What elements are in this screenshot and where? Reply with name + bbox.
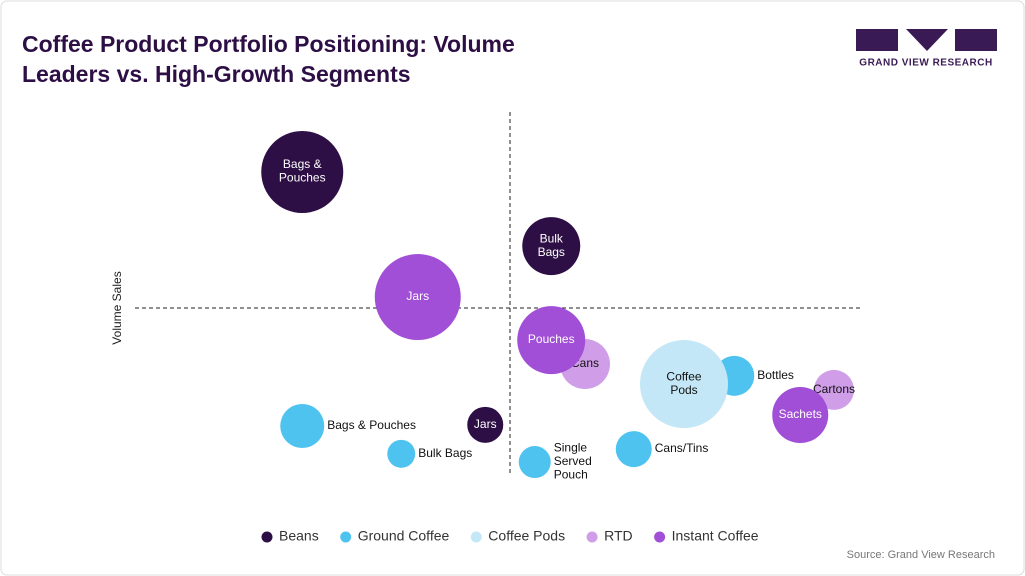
bubble (517, 306, 586, 375)
bubble (518, 446, 551, 479)
bubble-label-line: Pouches (279, 171, 326, 185)
legend-label: RTD (604, 528, 633, 544)
bubble-label: Pouches (528, 332, 575, 346)
bubble-label-line: Coffee (666, 369, 701, 383)
legend-label: Beans (279, 528, 319, 544)
legend-label: Instant Coffee (672, 528, 759, 544)
bubble-label: Bulk Bags (538, 231, 565, 259)
bubble-label-line: Bags & Pouches (327, 418, 416, 432)
bubble-label-line: Cans/Tins (655, 441, 709, 455)
legend-label: Coffee Pods (488, 528, 565, 544)
legend-marker (654, 531, 666, 543)
logo-mark (856, 29, 997, 51)
logo-text: GRAND VIEW RESEARCH (859, 58, 992, 69)
bubble (387, 439, 416, 468)
bubble (640, 340, 728, 429)
legend-marker (586, 531, 598, 543)
source: Source: Grand View Research (847, 549, 995, 561)
bubble-label: Jars (406, 289, 429, 303)
bubble (467, 406, 504, 443)
legend-marker (340, 531, 352, 543)
legend: Beans Ground Coffee Coffee Pods RTD Instant … (261, 528, 759, 544)
bubble-label: Bottles (757, 368, 794, 382)
bubble (615, 431, 652, 468)
bubble-label-line: Bags & (283, 157, 322, 171)
bubble (772, 387, 829, 444)
bubble-label-line: Sachets (779, 407, 822, 421)
bubble-label-line: Bulk Bags (418, 446, 472, 460)
bubble-label: Cans/Tins (655, 441, 709, 455)
bubble-label: Bags & Pouches (279, 157, 326, 185)
bubble-label-line: Cartons (813, 382, 855, 396)
legend-marker (470, 531, 482, 543)
bubble-label-line: Pouches (528, 332, 575, 346)
bubble (374, 254, 461, 341)
bubble-label-line: Pods (670, 383, 697, 397)
bubble-label: Bulk Bags (418, 446, 472, 460)
bubble-label-line: Pouch (554, 468, 588, 482)
bubble-label-line: Jars (474, 417, 497, 431)
bubble-label: Cartons (813, 382, 855, 396)
bubble-label-line: Served (554, 454, 592, 468)
bubble-label: Single Served Pouch (554, 441, 592, 482)
bubble-label: Coffee Pods (666, 369, 701, 397)
legend-label: Ground Coffee (358, 528, 450, 544)
bubble (814, 369, 854, 410)
bubble-label: Sachets (779, 407, 822, 421)
bubble-label-line: Jars (406, 289, 429, 303)
bubble (522, 217, 581, 276)
bubble-label-line: Bulk (540, 231, 564, 245)
bubble (280, 403, 325, 448)
y-axis-label: Volume Sales (110, 271, 124, 344)
bubble-label-line: Bags (538, 245, 565, 259)
bubble-label-line: Single (554, 441, 588, 455)
bubble-label: Jars (474, 417, 497, 431)
chart-title: Coffee Product Portfolio Positioning: Vo… (22, 31, 515, 57)
chart-title: Leaders vs. High-Growth Segments (22, 61, 411, 87)
bubble-label: Bags & Pouches (327, 418, 416, 432)
bubble (261, 130, 344, 213)
legend-marker (261, 531, 273, 543)
bubble-label-line: Bottles (757, 368, 794, 382)
